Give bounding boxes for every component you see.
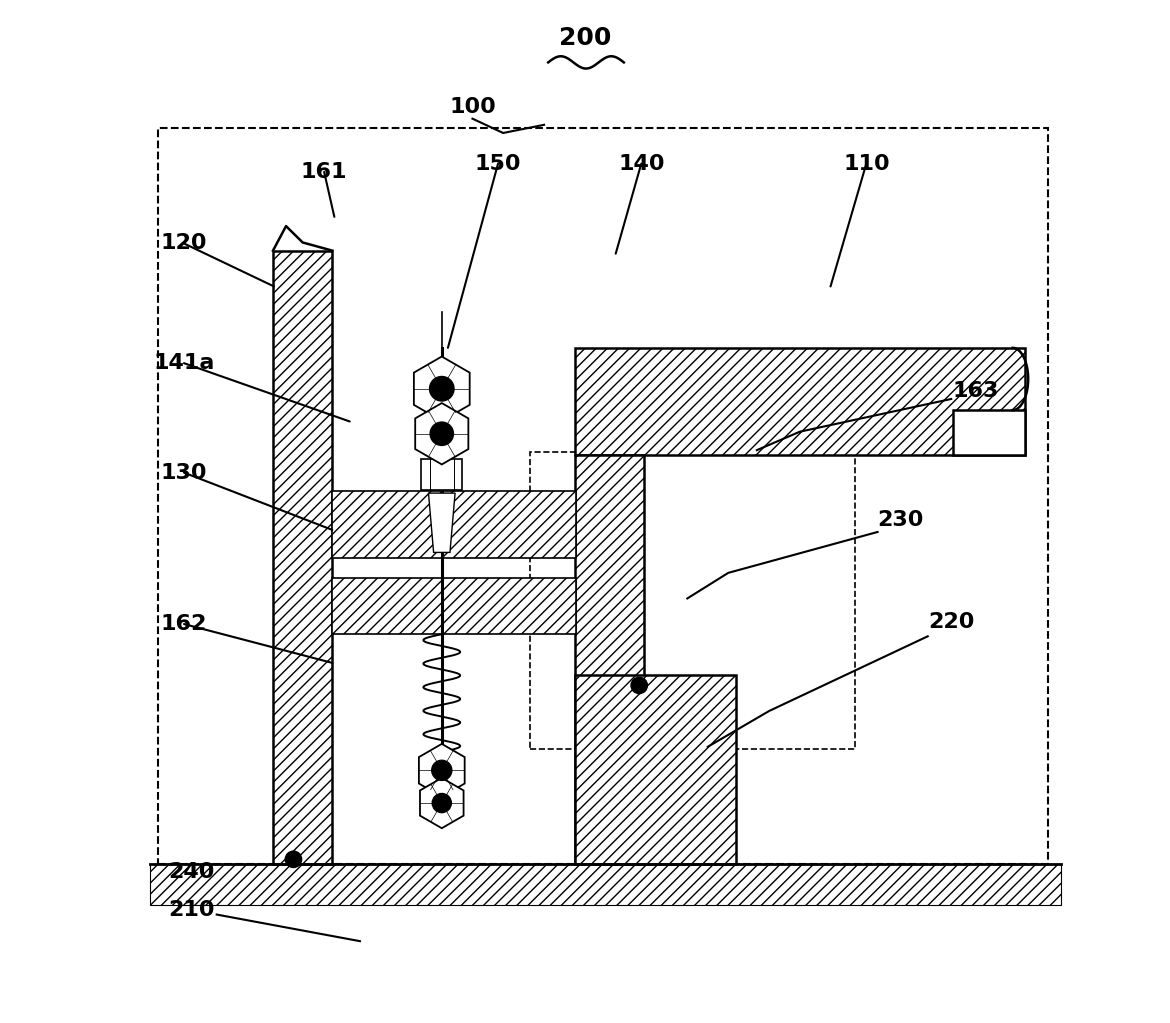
Bar: [150, 864, 1061, 905]
Bar: [158, 128, 1048, 864]
Bar: [530, 452, 855, 749]
Bar: [421, 459, 462, 490]
Text: 130: 130: [160, 462, 207, 483]
Text: 220: 220: [928, 612, 975, 632]
Bar: [574, 455, 645, 864]
Text: 120: 120: [160, 233, 207, 254]
Text: 110: 110: [844, 153, 889, 174]
Bar: [332, 578, 576, 634]
Text: 161: 161: [301, 162, 347, 182]
Circle shape: [432, 794, 452, 812]
Text: 141a: 141a: [153, 353, 214, 373]
Text: 230: 230: [876, 509, 923, 530]
Text: 140: 140: [618, 153, 665, 174]
Circle shape: [429, 376, 454, 401]
Text: 200: 200: [559, 26, 611, 50]
Text: 150: 150: [475, 153, 522, 174]
Circle shape: [431, 422, 454, 445]
Polygon shape: [415, 403, 468, 464]
Text: 240: 240: [168, 861, 214, 882]
Bar: [332, 491, 576, 558]
Text: 162: 162: [160, 614, 207, 634]
Circle shape: [432, 760, 452, 781]
Bar: [954, 410, 1025, 455]
Text: 100: 100: [449, 97, 496, 118]
Polygon shape: [414, 357, 469, 421]
Polygon shape: [428, 493, 455, 552]
Text: 210: 210: [168, 900, 214, 921]
Polygon shape: [420, 777, 463, 829]
Circle shape: [631, 677, 647, 694]
Bar: [574, 675, 736, 864]
Circle shape: [285, 851, 302, 868]
Text: 163: 163: [952, 381, 999, 401]
Bar: [273, 251, 332, 864]
Bar: [574, 348, 1025, 455]
Polygon shape: [419, 744, 464, 797]
